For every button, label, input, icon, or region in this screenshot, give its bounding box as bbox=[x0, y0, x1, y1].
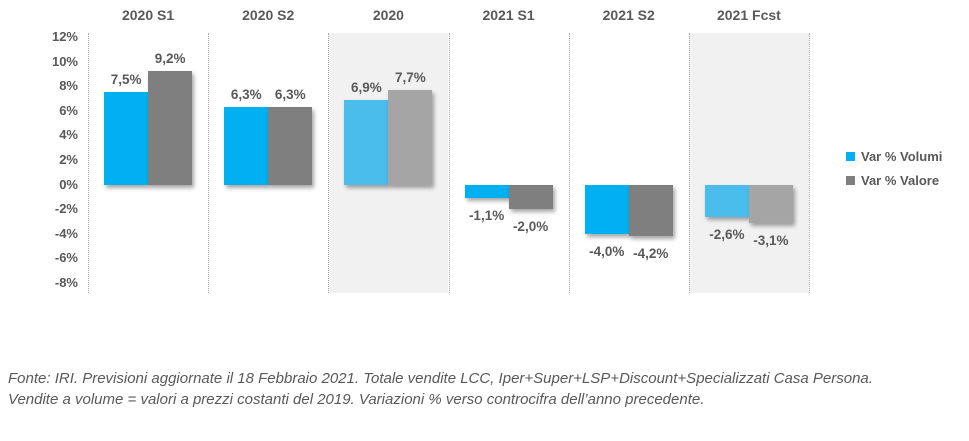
column-separator bbox=[88, 33, 89, 293]
bar-var-volumi bbox=[344, 99, 389, 185]
bar-var-volumi bbox=[464, 184, 509, 199]
column-header: 2020 bbox=[372, 7, 404, 23]
data-label: -3,1% bbox=[753, 232, 789, 248]
bar-var-valore bbox=[148, 71, 193, 185]
y-axis-tick-label: -8% bbox=[54, 275, 78, 290]
data-label: 6,3% bbox=[274, 87, 306, 103]
column-header: 2021 S1 bbox=[482, 7, 535, 23]
bar-var-valore bbox=[748, 184, 793, 223]
column-separator bbox=[688, 33, 690, 293]
column-separator bbox=[809, 33, 810, 293]
legend-label-volumi: Var % Volumi bbox=[861, 148, 943, 164]
column-separator bbox=[208, 33, 210, 293]
data-label: -4,2% bbox=[633, 246, 669, 262]
data-label: 6,3% bbox=[230, 87, 262, 103]
bar-var-valore bbox=[508, 184, 553, 210]
legend: Var % Volumi Var % Valore bbox=[846, 144, 942, 192]
data-label: 6,9% bbox=[351, 79, 382, 95]
data-label: 7,5% bbox=[110, 72, 142, 88]
y-axis-tick-label: -2% bbox=[54, 201, 78, 217]
legend-swatch-volumi-icon bbox=[846, 151, 855, 161]
column-separator bbox=[448, 33, 450, 293]
y-axis-tick-label: 8% bbox=[59, 78, 78, 94]
legend-label-valore: Var % Valore bbox=[861, 172, 940, 188]
column-separator bbox=[568, 33, 570, 293]
column-header: 2021 S2 bbox=[602, 7, 655, 23]
footnote-line-2: Vendite a volume = valori a prezzi costa… bbox=[8, 391, 705, 408]
bar-var-volumi bbox=[104, 92, 149, 185]
column-separator bbox=[328, 33, 330, 293]
bar-var-valore bbox=[388, 89, 433, 185]
data-label: -4,0% bbox=[589, 243, 625, 259]
footnote-line-1: Fonte: IRI. Previsioni aggiornate il 18 … bbox=[8, 370, 873, 387]
y-axis-tick-label: 12% bbox=[51, 29, 78, 44]
bar-var-volumi bbox=[224, 107, 269, 185]
legend-item-volumi: Var % Volumi bbox=[846, 144, 942, 168]
data-label: -2,6% bbox=[709, 226, 745, 242]
data-label: 9,2% bbox=[154, 51, 186, 67]
bar-var-volumi bbox=[704, 184, 749, 217]
bar-var-valore bbox=[268, 107, 313, 185]
column-header: 2021 Fcst bbox=[716, 7, 781, 23]
y-axis-tick-label: -4% bbox=[54, 225, 78, 241]
column-header: 2020 S1 bbox=[121, 7, 175, 23]
y-axis-tick-label: 0% bbox=[59, 176, 78, 192]
bar-var-volumi bbox=[584, 184, 629, 234]
legend-item-valore: Var % Valore bbox=[846, 168, 942, 192]
y-axis-tick-label: 4% bbox=[59, 127, 78, 143]
y-axis-tick-label: -6% bbox=[54, 250, 78, 266]
data-label: -2,0% bbox=[512, 219, 549, 235]
source-footnote: Fonte: IRI. Previsioni aggiornate il 18 … bbox=[8, 368, 961, 410]
bar-var-valore bbox=[628, 184, 673, 237]
legend-swatch-valore-icon bbox=[846, 175, 855, 185]
column-header: 2020 S2 bbox=[242, 7, 295, 23]
y-axis-tick-label: 6% bbox=[59, 102, 78, 118]
y-axis-tick-label: 2% bbox=[59, 152, 78, 167]
data-label: -1,1% bbox=[468, 208, 505, 224]
data-label: 7,7% bbox=[395, 69, 426, 85]
highlight-band bbox=[688, 33, 809, 293]
y-axis-tick-label: 10% bbox=[51, 53, 78, 69]
